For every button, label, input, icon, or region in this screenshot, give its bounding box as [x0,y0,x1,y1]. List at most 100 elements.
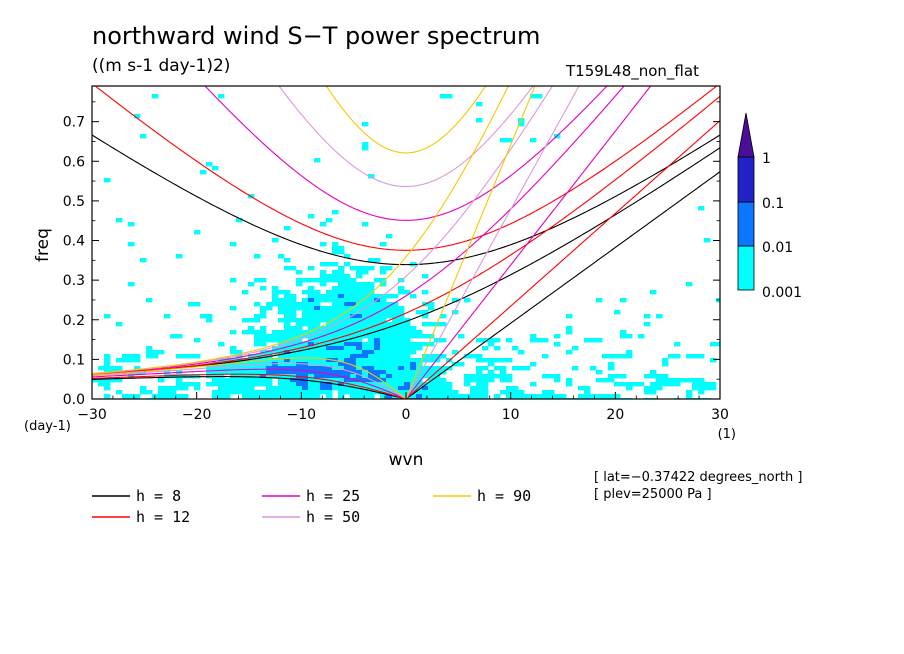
spectral-cell [368,290,375,295]
latitude-annotation: [ lat=−0.37422 degrees_north ] [594,470,803,485]
spectral-cell [350,362,357,367]
spectral-cell [308,302,315,307]
spectral-cell [146,298,153,303]
spectral-cell [386,362,393,367]
spectral-cell [104,366,111,371]
spectral-cell [338,250,345,255]
spectral-cell [344,326,351,331]
spectral-cell [584,390,591,395]
spectral-cell [362,382,369,387]
spectral-cell [290,370,297,375]
spectral-cell [326,290,333,295]
spectral-cell [260,286,267,291]
spectral-cell [656,314,663,319]
spectral-cell [314,338,321,343]
spectral-cell [254,394,261,399]
spectral-cell [266,334,273,339]
spectral-cell [548,374,555,379]
spectral-cell [608,366,615,371]
spectral-cell [488,342,495,347]
spectral-cell [182,354,189,359]
spectral-cell [188,302,195,307]
spectral-cell [374,366,381,371]
spectral-cell [356,374,363,379]
spectral-cell [350,394,357,399]
spectral-cell [368,338,375,343]
spectral-cell [428,382,435,387]
spectral-cell [398,366,405,371]
spectral-cell [332,210,339,215]
spectral-cell [320,310,327,315]
spectral-cell [278,354,285,359]
spectral-cell [302,350,309,355]
spectral-cell [362,314,369,319]
spectral-cell [512,386,519,391]
spectral-cell [440,378,447,383]
spectral-cell [464,394,471,399]
spectral-cell [386,234,393,239]
spectral-cell [278,370,285,375]
spectral-cell [254,330,261,335]
spectral-cell [362,294,369,299]
spectral-cell [344,294,351,299]
spectral-cell [248,362,255,367]
spectral-cell [434,366,441,371]
spectral-cell [386,394,393,399]
spectral-cell [272,394,279,399]
spectral-cell [116,390,123,395]
spectral-cell [176,334,183,339]
spectral-cell [656,386,663,391]
inertia-gravity-wave-curve [325,86,487,154]
spectral-cell [338,326,345,331]
spectral-cell [416,330,423,335]
spectral-cell [482,374,489,379]
spectral-cell [278,330,285,335]
spectral-cell [356,362,363,367]
spectral-cell [368,294,375,299]
spectral-cell [422,314,429,319]
spectral-cell [632,382,639,387]
spectral-cell [302,314,309,319]
spectral-cell [494,394,501,399]
spectral-cell [614,310,621,315]
spectral-cell [542,338,549,343]
colorbar-label: 0.01 [762,240,793,256]
spectral-cell [446,390,453,395]
spectral-cell [410,366,417,371]
spectral-cell [362,266,369,271]
spectral-cell [482,394,489,399]
spectral-cell [404,358,411,363]
spectral-cell [404,290,411,295]
spectral-cell [140,390,147,395]
spectral-cell [302,342,309,347]
spectral-cell [326,346,333,351]
spectral-cell [392,358,399,363]
spectral-cell [344,306,351,311]
spectral-cell [500,374,507,379]
spectral-cell [386,374,393,379]
spectral-cell [254,382,261,387]
spectral-cell [338,338,345,343]
spectral-cell [284,266,291,271]
spectral-cell [566,382,573,387]
spectral-cell [326,334,333,339]
spectral-cell [128,394,135,399]
spectral-cell [554,374,561,379]
spectral-cell [416,334,423,339]
spectral-cell [482,386,489,391]
spectral-cell [392,322,399,327]
spectral-cell [308,310,315,315]
spectral-cell [278,342,285,347]
spectral-cell [584,386,591,391]
colorbar-segment [737,245,755,291]
spectral-cell [254,370,261,375]
spectral-cell [644,314,651,319]
spectral-cell [332,318,339,323]
spectral-cell [470,386,477,391]
spectral-cell [278,254,285,259]
spectral-cell [128,242,135,247]
spectral-cell [266,390,273,395]
spectral-cell [122,394,129,399]
spectral-cell [416,370,423,375]
spectral-cell [362,302,369,307]
